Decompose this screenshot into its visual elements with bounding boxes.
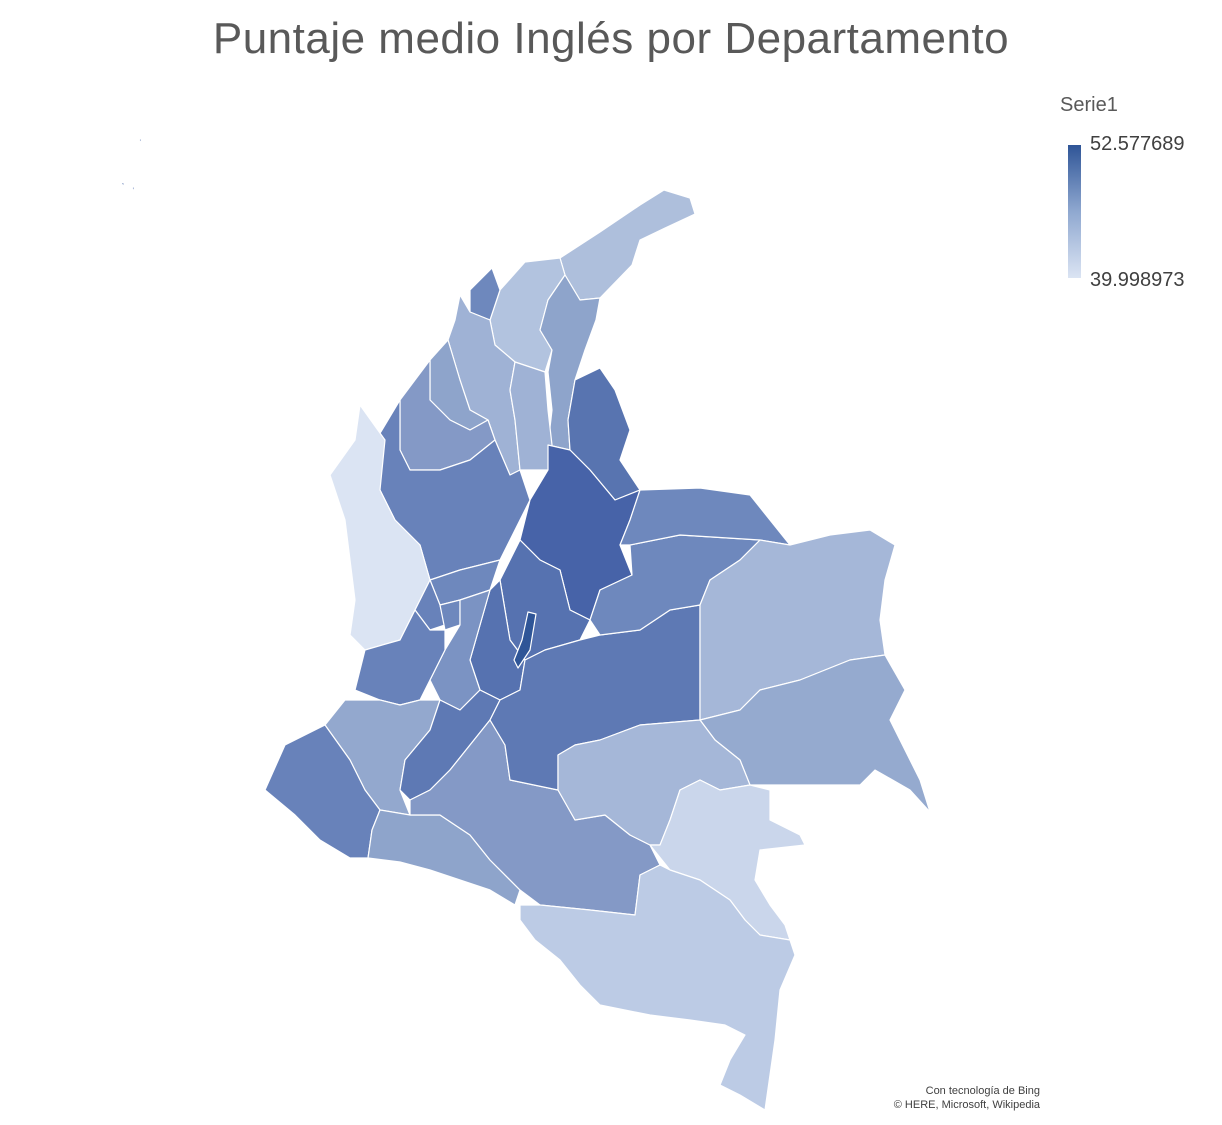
legend-min-label: 39.998973	[1090, 269, 1185, 291]
region-la-guajira[interactable]	[559, 189, 696, 301]
region-valle[interactable]	[354, 609, 446, 706]
region-amazonas[interactable]	[519, 864, 796, 1111]
region-atlantico[interactable]	[469, 267, 501, 321]
legend-color-scale	[1068, 145, 1081, 278]
legend-max-label: 52.577689	[1090, 133, 1185, 155]
attribution-line-2: © HERE, Microsoft, Wikipedia	[893, 1099, 1040, 1111]
map-attribution: Con tecnología de Bing © HERE, Microsoft…	[860, 1084, 1040, 1112]
map-title: Puntaje medio Inglés por Departamento	[212, 14, 1010, 63]
attribution-line-1: Con tecnología de Bing	[925, 1085, 1040, 1097]
legend-title: Serie1	[1060, 94, 1118, 116]
region-bogota[interactable]	[513, 611, 537, 669]
region-san-andres[interactable]	[120, 137, 143, 193]
region-arauca[interactable]	[619, 487, 791, 546]
